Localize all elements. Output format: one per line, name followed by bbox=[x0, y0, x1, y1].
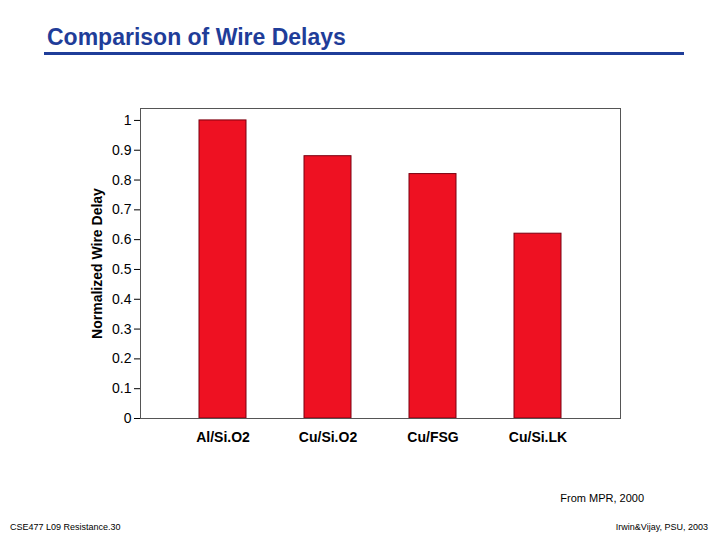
svg-text:Cu/Si.LK: Cu/Si.LK bbox=[509, 429, 567, 445]
svg-text:0.4: 0.4 bbox=[112, 291, 132, 307]
html-text:From MPR, 2000: From MPR, 2000 bbox=[560, 492, 644, 504]
svg-text:0.5: 0.5 bbox=[112, 261, 132, 277]
html-text:CSE477 L09 Resistance.30: CSE477 L09 Resistance.30 bbox=[10, 522, 121, 532]
svg-text:Normalized Wire Delay: Normalized Wire Delay bbox=[89, 188, 105, 339]
svg-text:Al/Si.O2: Al/Si.O2 bbox=[196, 429, 250, 445]
svg-text:Cu/FSG: Cu/FSG bbox=[407, 429, 458, 445]
svg-text:0.7: 0.7 bbox=[112, 201, 132, 217]
svg-text:0: 0 bbox=[124, 410, 132, 426]
html-text:Irwin&Vijay, PSU, 2003: Irwin&Vijay, PSU, 2003 bbox=[615, 522, 708, 532]
svg-text:0.3: 0.3 bbox=[112, 321, 132, 337]
svg-text:1: 1 bbox=[124, 112, 132, 128]
svg-text:0.9: 0.9 bbox=[112, 142, 132, 158]
svg-text:0.2: 0.2 bbox=[112, 350, 132, 366]
svg-text:0.8: 0.8 bbox=[112, 172, 132, 188]
html-text:Comparison of Wire Delays: Comparison of Wire Delays bbox=[47, 24, 346, 50]
svg-text:0.6: 0.6 bbox=[112, 231, 132, 247]
svg-text:0.1: 0.1 bbox=[112, 380, 132, 396]
svg-text:Cu/Si.O2: Cu/Si.O2 bbox=[299, 429, 358, 445]
